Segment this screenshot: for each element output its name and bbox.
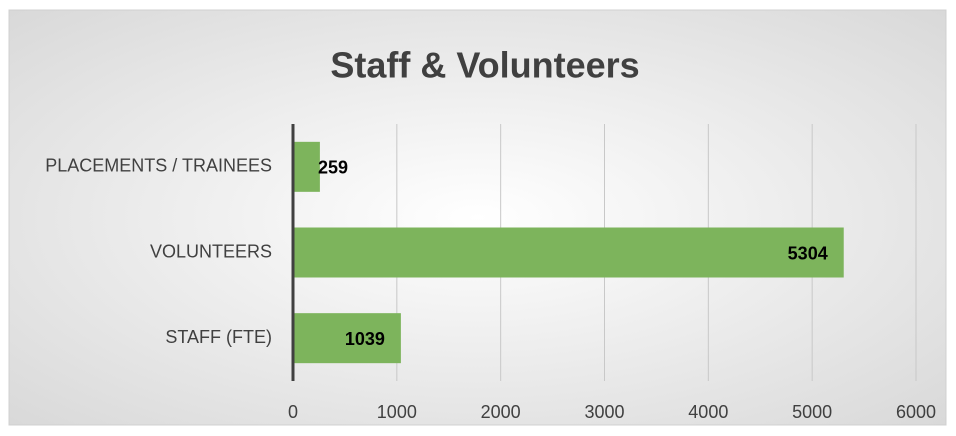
y-tick-label: VOLUNTEERS bbox=[150, 241, 272, 261]
x-tick-label: 6000 bbox=[896, 402, 936, 422]
y-tick-label: PLACEMENTS / TRAINEES bbox=[45, 156, 272, 176]
x-tick-label: 3000 bbox=[584, 402, 624, 422]
x-tick-label: 5000 bbox=[792, 402, 832, 422]
x-tick-label: 4000 bbox=[688, 402, 728, 422]
data-label: 5304 bbox=[788, 243, 828, 263]
x-tick-label: 2000 bbox=[481, 402, 521, 422]
data-label: 259 bbox=[318, 158, 348, 178]
bar bbox=[293, 313, 401, 364]
y-tick-label: STAFF (FTE) bbox=[165, 327, 272, 347]
data-label: 1039 bbox=[345, 329, 385, 349]
x-tick-label: 0 bbox=[288, 402, 298, 422]
bar bbox=[293, 141, 320, 192]
chart-background bbox=[8, 9, 947, 426]
x-tick-label: 1000 bbox=[377, 402, 417, 422]
chart-title: Staff & Volunteers bbox=[330, 45, 639, 86]
bar bbox=[293, 227, 844, 278]
